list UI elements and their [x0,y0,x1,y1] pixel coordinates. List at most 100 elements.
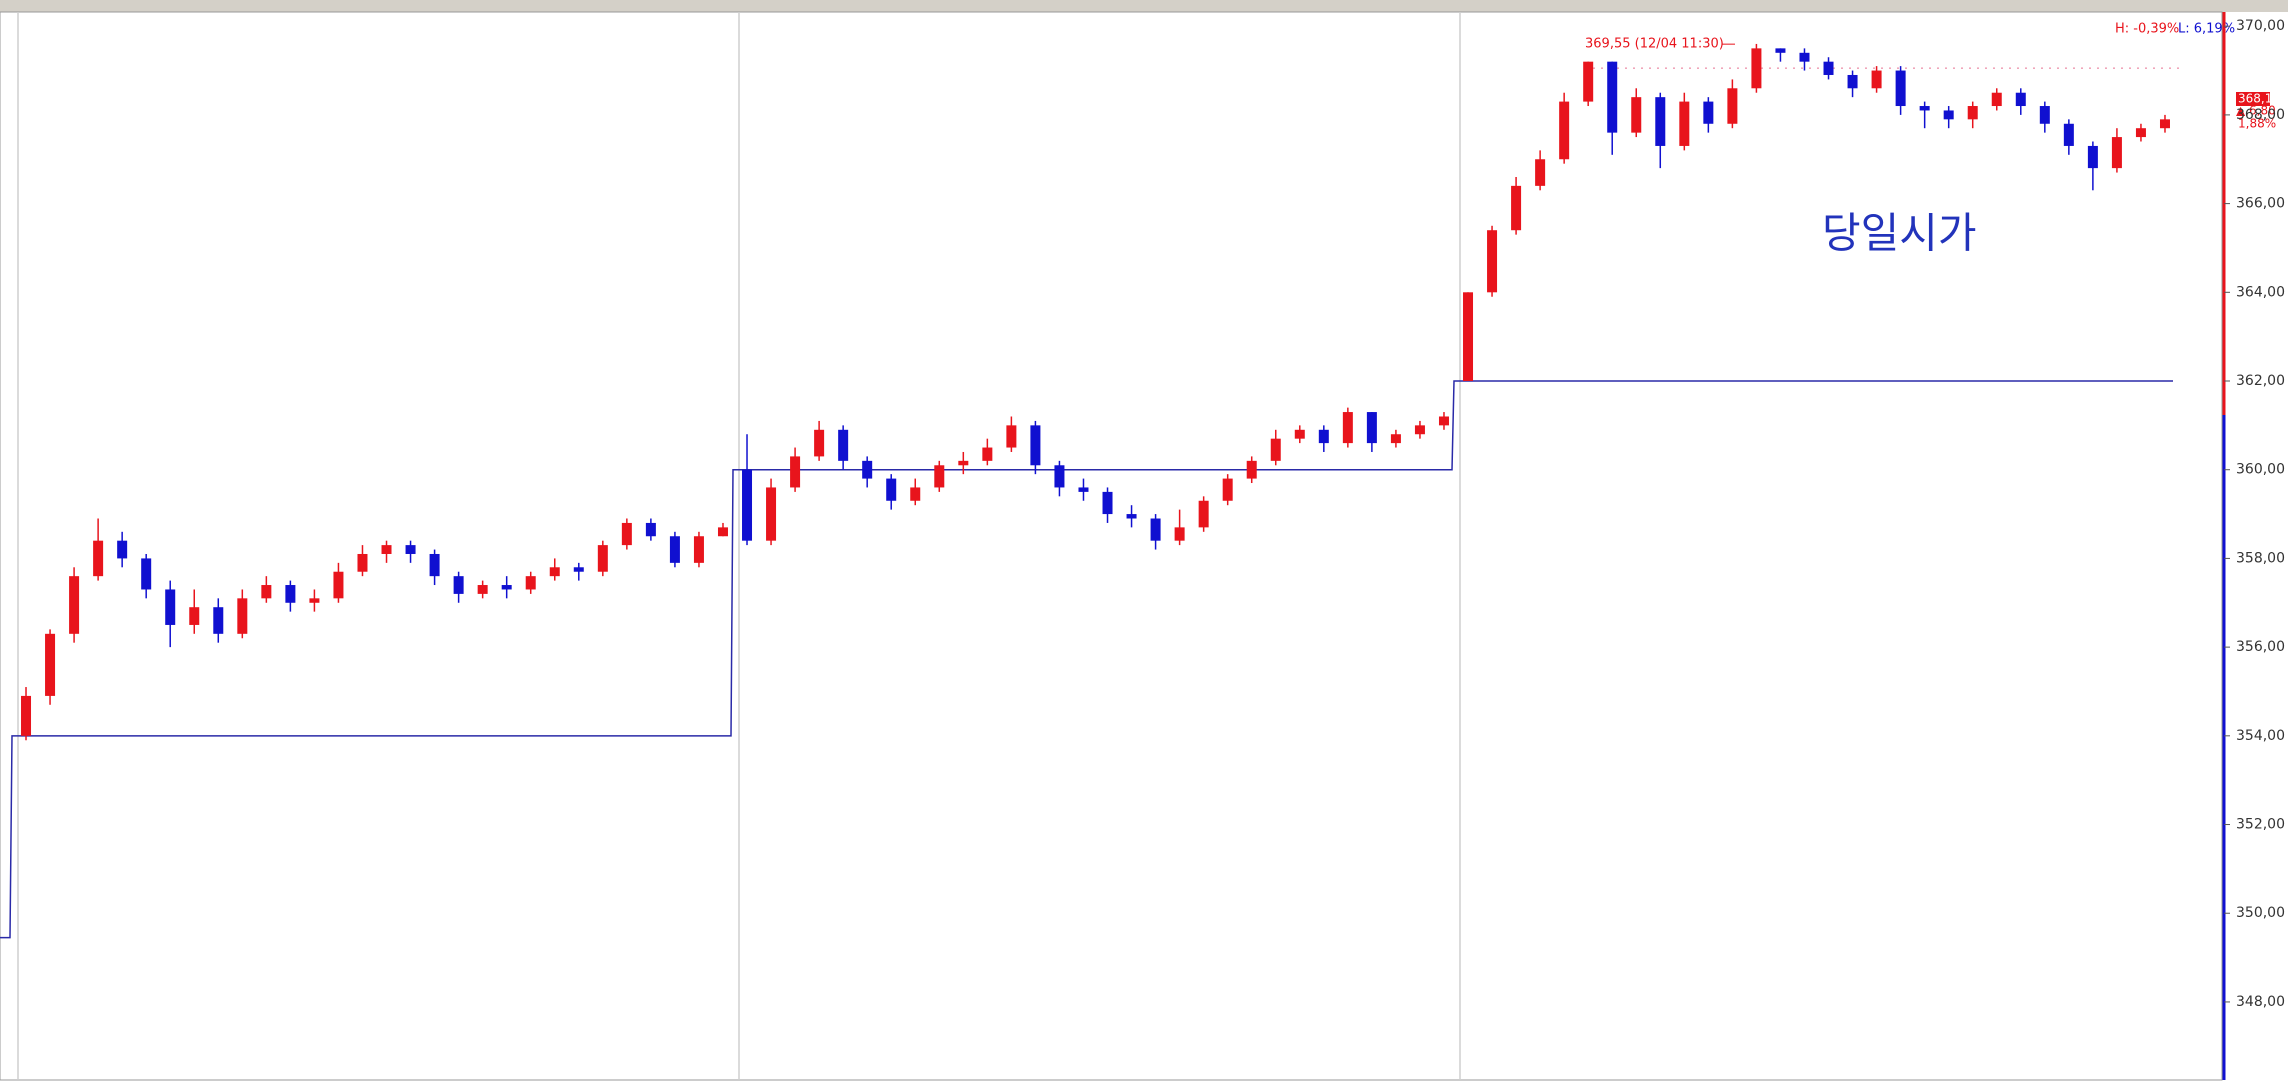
candle-body [1174,527,1185,541]
y-tick-label: 366,00 [2236,196,2285,212]
candle-body [1751,48,1762,89]
y-tick-label: 358,00 [2236,550,2285,566]
candle-body [357,553,368,572]
candle-body [1006,425,1017,448]
candle-body [477,585,488,594]
candle-body [1583,61,1594,102]
open-line [0,380,2173,939]
candle-body [1487,230,1498,293]
candle-body [645,522,656,537]
candle-body [2039,106,2050,124]
candle-body [1871,70,1882,89]
candle-body [1078,487,1089,492]
price-box [2236,92,2270,106]
candle-body [117,540,128,559]
candle-body [21,695,32,736]
y-tick-label: 360,00 [2236,462,2285,478]
candle-body [525,576,536,590]
candle-body [1727,88,1738,124]
y-tick-label: 362,00 [2236,373,2285,389]
candle-body [1559,101,1570,160]
candle-body [886,478,897,501]
candle-body [766,487,777,541]
candle-body [1967,106,1978,120]
open-line-label: 당일시가 [1822,209,1977,258]
candle-body [261,585,272,599]
candle-body [1294,429,1305,439]
candle-body [790,456,801,488]
y-tick-label: 370,00 [2236,18,2285,34]
change-label: 6,80 [2249,104,2276,118]
candle-body [309,598,320,603]
candle-body [501,585,512,590]
candle-body [814,429,825,457]
candle-body [453,576,464,594]
candle-body [2159,119,2170,129]
y-tick-label: 352,00 [2236,817,2285,833]
candle-body [1511,185,1522,231]
candle-body [1390,434,1401,444]
candle-body [165,589,176,625]
candle-body [141,558,152,590]
candle-body [2087,145,2098,169]
candle-body [910,487,921,501]
candle-body [1414,425,1425,435]
candle-body [549,567,560,577]
candle-body [1030,425,1041,466]
candle-body [1799,52,1810,62]
candle-body [1150,518,1161,541]
price-label: 368,10 [2238,92,2280,106]
y-tick-label: 350,00 [2236,905,2285,921]
low-change: L: 6,19% [2178,22,2235,37]
candle-body [982,447,993,461]
candle-body [1679,101,1690,146]
plot-area [0,11,2223,1081]
candle-body [693,536,704,563]
candle-body [285,585,296,603]
candle-body [2015,92,2026,107]
candle-body [2111,137,2122,169]
y-tick-label: 364,00 [2236,284,2285,300]
candle-body [1535,159,1546,186]
candle-body [2135,128,2146,138]
candle-body [1895,70,1906,107]
candle-body [1318,429,1329,444]
candle-body [237,598,248,634]
candle-body [669,536,680,563]
y-tick-label: 356,00 [2236,639,2285,655]
candle-body [1607,61,1618,133]
candle-body [934,465,945,488]
candle-body [1631,97,1642,133]
candle-body [1054,465,1065,488]
candle-body [1222,478,1233,501]
candle-body [1991,92,2002,107]
candle-body [838,429,849,461]
candle-body [405,545,416,554]
candle-body [1126,514,1137,519]
candle-body [1775,48,1786,53]
candle-body [862,460,873,479]
candle-body [1823,61,1834,75]
candle-body [597,545,608,572]
candle-body [213,607,224,634]
candle-body [1342,412,1353,444]
candle-body [1919,106,1930,111]
high-change: H: -0,39% [2115,22,2179,37]
y-tick-label: 348,00 [2236,994,2285,1010]
top-bar [0,0,2288,12]
candle-body [381,545,392,554]
candle-body [69,576,80,634]
candle-body [621,522,632,546]
candle-body [429,553,440,577]
candle-body [333,571,344,599]
change-arrow: ▲ [2236,104,2246,118]
candle-body [573,567,584,572]
candle-body [1655,97,1666,146]
candle-body [1847,74,1858,89]
candle-body [958,460,969,466]
candle-body [1943,110,1954,120]
candle-body [1703,101,1714,124]
candle-body [93,540,104,577]
